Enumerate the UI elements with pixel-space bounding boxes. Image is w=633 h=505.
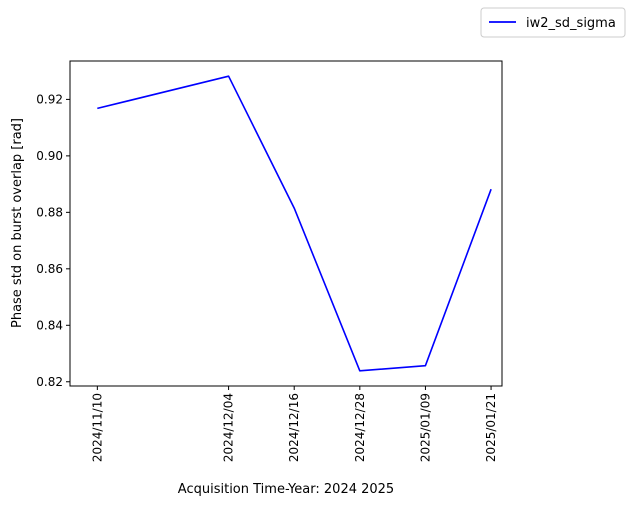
x-tick-label: 2024/12/28	[353, 393, 367, 462]
x-tick-label: 2025/01/09	[418, 393, 432, 462]
x-tick-label: 2024/12/04	[222, 393, 236, 462]
legend-frame	[480, 7, 626, 38]
x-tick-label: 2024/12/16	[287, 393, 301, 462]
x-axis-label: Acquisition Time-Year: 2024 2025	[178, 482, 394, 497]
y-tick-label: 0.90	[36, 149, 63, 163]
y-tick-label: 0.92	[36, 92, 63, 106]
plot-frame	[69, 60, 503, 387]
y-axis-ticks: 0.82 0.84 0.86 0.88 0.90 0.92	[36, 92, 70, 389]
y-tick-label: 0.84	[36, 318, 63, 332]
y-tick-label: 0.86	[36, 262, 63, 276]
legend-label-iw2-sd-sigma: iw2_sd_sigma	[526, 16, 616, 31]
x-tick-label: 2025/01/21	[484, 393, 498, 462]
legend: iw2_sd_sigma	[480, 7, 626, 38]
series-line-iw2-sd-sigma	[97, 75, 492, 372]
x-tick-label: 2024/11/10	[90, 393, 104, 462]
y-tick-label: 0.82	[36, 375, 63, 389]
x-axis-ticks: 2024/11/10 2024/12/04 2024/12/16 2024/12/28…	[90, 386, 498, 462]
series-layer	[97, 75, 492, 372]
y-axis-label: Phase std on burst overlap [rad]	[10, 118, 25, 328]
plot-area: 0.820.840.860.880.900.92 2024/11/10 2024/…	[36, 60, 503, 462]
y-tick-label: 0.88	[36, 205, 63, 219]
